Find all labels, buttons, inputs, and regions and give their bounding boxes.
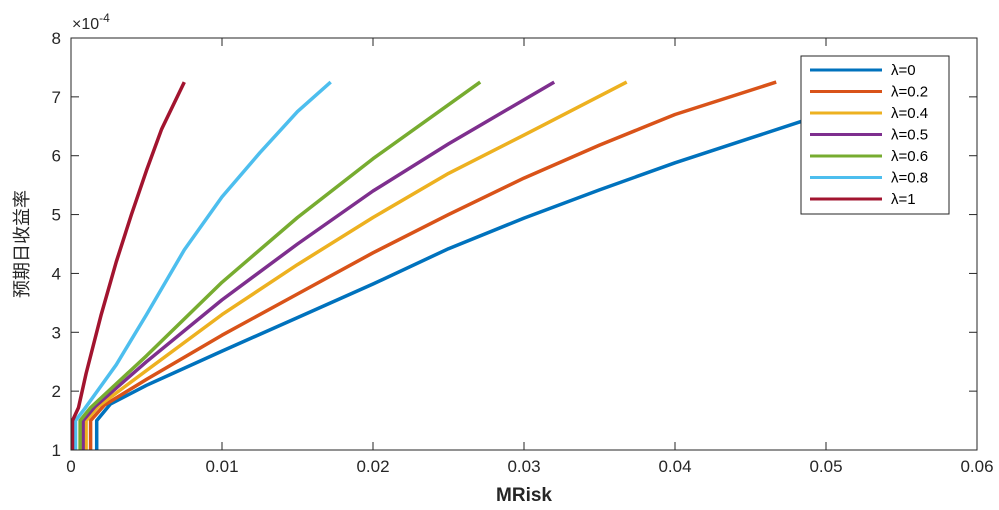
x-tick-label: 0.04 bbox=[658, 457, 691, 476]
series-line-3 bbox=[81, 80, 556, 450]
x-tick-label: 0.06 bbox=[960, 457, 993, 476]
series-layer bbox=[70, 80, 913, 450]
y-tick-label: 3 bbox=[52, 323, 61, 342]
series-line-0 bbox=[94, 80, 913, 450]
x-tick-label: 0.01 bbox=[205, 457, 238, 476]
legend-label-5: λ=0.8 bbox=[891, 170, 928, 187]
series-line-1 bbox=[88, 80, 777, 450]
y-tick-label: 2 bbox=[52, 382, 61, 401]
series-line-4 bbox=[78, 80, 482, 450]
x-tick-label: 0.03 bbox=[507, 457, 540, 476]
legend-label-6: λ=1 bbox=[891, 191, 916, 208]
y-tick-label: 1 bbox=[52, 441, 61, 460]
x-tick-label: 0.02 bbox=[356, 457, 389, 476]
y-tick-label: 8 bbox=[52, 29, 61, 48]
legend-label-1: λ=0.2 bbox=[891, 84, 928, 101]
series-line-6 bbox=[70, 81, 186, 450]
legend-label-0: λ=0 bbox=[891, 62, 916, 79]
y-exponent-label: ×10-4 bbox=[72, 11, 110, 33]
y-tick-label: 7 bbox=[52, 88, 61, 107]
legend-label-2: λ=0.4 bbox=[891, 105, 928, 122]
legend-label-4: λ=0.6 bbox=[891, 148, 928, 165]
legend: λ=0 λ=0.2 λ=0.4 λ=0.5 λ=0.6 λ=0.8 λ=1 bbox=[800, 55, 950, 215]
y-tick-label: 6 bbox=[52, 147, 61, 166]
series-line-5 bbox=[73, 80, 332, 450]
ticks-layer: 0 0.01 0.02 0.03 0.04 0.05 0.06 1 2 3 4 5 6 7 8 bbox=[52, 29, 994, 476]
legend-label-3: λ=0.5 bbox=[891, 127, 928, 144]
x-tick-label: 0.05 bbox=[809, 457, 842, 476]
y-tick-label: 5 bbox=[52, 206, 61, 225]
x-axis-label: MRisk bbox=[496, 485, 552, 506]
x-tick-label: 0 bbox=[66, 457, 75, 476]
series-line-2 bbox=[84, 80, 628, 450]
y-tick-label: 4 bbox=[52, 264, 61, 283]
y-axis-label: 预期日收益率 bbox=[12, 190, 33, 298]
